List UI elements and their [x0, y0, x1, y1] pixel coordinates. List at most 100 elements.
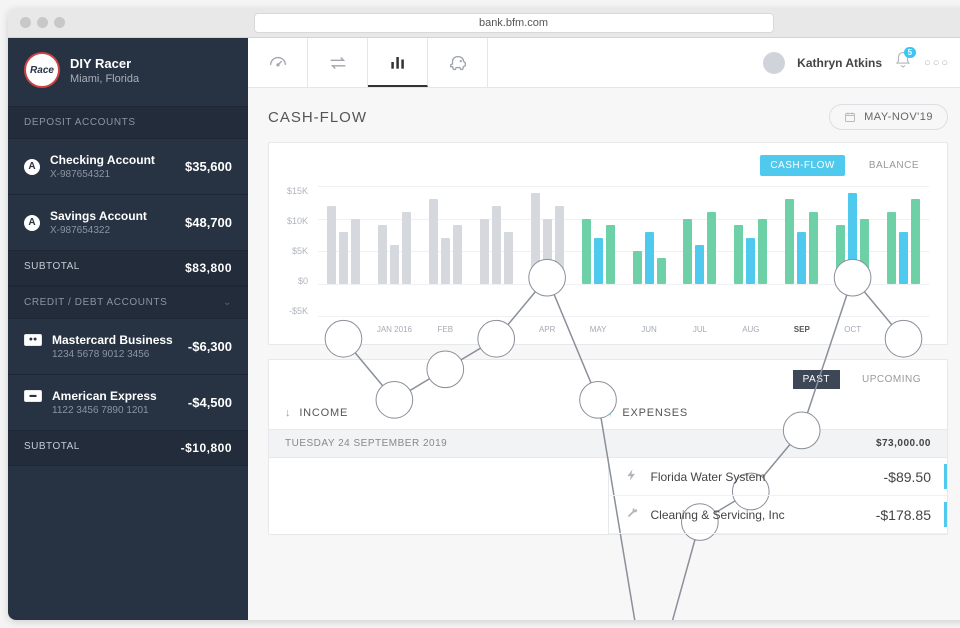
tab-dashboard[interactable] — [248, 38, 308, 87]
account-savings[interactable]: A Savings Account X-987654322 $48,700 — [8, 195, 248, 251]
chart-bar — [531, 193, 540, 284]
tab-transfer[interactable] — [308, 38, 368, 87]
chart-bar — [492, 206, 501, 284]
date-range-picker[interactable]: MAY-NOV'19 — [829, 104, 948, 130]
chart-bar — [606, 225, 615, 284]
chart-bar — [480, 219, 489, 284]
chart-bar — [683, 219, 692, 284]
window-min-dot[interactable] — [37, 17, 48, 28]
account-name: American Express — [52, 389, 157, 403]
avatar[interactable] — [763, 52, 785, 74]
sidebar: Race DIY Racer Miami, Florida DEPOSIT AC… — [8, 38, 248, 620]
section-header-deposit: DEPOSIT ACCOUNTS — [8, 106, 248, 139]
chart-column: NOV — [878, 186, 929, 336]
chart-bar — [504, 232, 513, 284]
account-name: Mastercard Business — [52, 333, 173, 347]
chart-tab-balance[interactable]: BALANCE — [859, 155, 929, 176]
chart-bar — [848, 193, 857, 284]
expenses-list: Florida Water System -$89.50 Cleaning & Se… — [608, 458, 948, 534]
chart-bar — [657, 258, 666, 284]
row-accent — [944, 464, 947, 489]
chart-bar — [887, 212, 896, 284]
expense-amount: -$178.85 — [876, 507, 931, 523]
chart-column: OCT — [827, 186, 878, 336]
chart-bar — [441, 238, 450, 284]
expense-name: Florida Water System — [651, 470, 766, 484]
chart-bar — [734, 225, 743, 284]
y-tick: $10K — [287, 216, 308, 226]
expenses-column-header: ↑ EXPENSES — [608, 407, 931, 419]
window-max-dot[interactable] — [54, 17, 65, 28]
chart-bar — [645, 232, 654, 284]
chart-bar — [543, 219, 552, 284]
chart-bar — [390, 245, 399, 284]
y-tick: $0 — [287, 276, 308, 286]
x-label: AUG — [725, 325, 776, 334]
account-mastercard[interactable]: ●● Mastercard Business 1234 5678 9012 34… — [8, 319, 248, 375]
wrench-icon — [625, 506, 641, 523]
more-menu-button[interactable]: ○○○ — [924, 57, 950, 69]
chart-bar — [785, 199, 794, 284]
x-label: JUL — [674, 325, 725, 334]
chart-bar — [695, 245, 704, 284]
account-balance: -$6,300 — [188, 339, 232, 354]
transfer-icon — [327, 52, 349, 74]
account-amex[interactable]: ▬ American Express 1122 3456 7890 1201 -… — [8, 375, 248, 431]
account-number: X-987654322 — [50, 225, 147, 236]
brand-name: DIY Racer — [70, 56, 139, 71]
cashflow-chart-card: CASH-FLOW BALANCE $15K$10K$5K$0-$5K DECJ… — [268, 142, 948, 345]
chart-bar — [758, 219, 767, 284]
x-label: DEC — [318, 325, 369, 334]
chart-column: DEC — [318, 186, 369, 336]
card-icon: ●● — [24, 334, 42, 346]
main-panel: Kathryn Atkins 5 ○○○ CASH-FLOW MAY-NOV'1… — [248, 38, 960, 620]
chart-column: JUL — [674, 186, 725, 336]
account-balance: $35,600 — [185, 159, 232, 174]
chart-bar — [555, 206, 564, 284]
topbar: Kathryn Atkins 5 ○○○ — [248, 38, 960, 88]
chart-tab-cashflow[interactable]: CASH-FLOW — [760, 155, 845, 176]
section-header-credit[interactable]: CREDIT / DEBT ACCOUNTS ⌄ — [8, 286, 248, 319]
chart-bar — [351, 219, 360, 284]
arrow-down-icon: ↓ — [285, 407, 291, 419]
x-label: MAR — [471, 325, 522, 334]
user-name[interactable]: Kathryn Atkins — [797, 56, 882, 70]
expense-name: Cleaning & Servicing, Inc — [651, 508, 785, 522]
income-list — [269, 458, 608, 534]
transactions-tab-upcoming[interactable]: UPCOMING — [852, 370, 931, 389]
account-checking[interactable]: A Checking Account X-987654321 $35,600 — [8, 139, 248, 195]
window-close-dot[interactable] — [20, 17, 31, 28]
subtotal-value: $83,800 — [185, 261, 232, 275]
account-number: 1234 5678 9012 3456 — [52, 349, 173, 360]
card-icon: ▬ — [24, 390, 42, 402]
expense-amount: -$89.50 — [884, 469, 931, 485]
chart-bar — [836, 225, 845, 284]
x-label: FEB — [420, 325, 471, 334]
chart-bar — [809, 212, 818, 284]
subtotal-label: SUBTOTAL — [24, 441, 80, 455]
expense-row[interactable]: Cleaning & Servicing, Inc -$178.85 — [609, 496, 948, 534]
transactions-tab-past[interactable]: PAST — [793, 370, 840, 389]
arrow-up-icon: ↑ — [608, 407, 614, 419]
chart-bar — [860, 219, 869, 284]
account-icon: A — [24, 215, 40, 231]
chart-bar — [594, 238, 603, 284]
account-number: 1122 3456 7890 1201 — [52, 405, 157, 416]
piggy-icon — [447, 52, 469, 74]
subtotal-label: SUBTOTAL — [24, 261, 80, 275]
tab-savings[interactable] — [428, 38, 488, 87]
expenses-label: EXPENSES — [622, 407, 688, 419]
url-bar[interactable]: bank.bfm.com — [254, 13, 774, 33]
subtotal-value: -$10,800 — [181, 441, 232, 455]
expense-row[interactable]: Florida Water System -$89.50 — [609, 458, 948, 496]
income-column-header: ↓ INCOME — [285, 407, 608, 419]
brand-location: Miami, Florida — [70, 73, 139, 85]
bar-chart-icon — [388, 52, 408, 72]
credit-header-label: CREDIT / DEBT ACCOUNTS — [24, 297, 167, 308]
tab-analytics[interactable] — [368, 38, 428, 87]
brand-block[interactable]: Race DIY Racer Miami, Florida — [8, 38, 248, 106]
date-range-label: MAY-NOV'19 — [864, 111, 933, 123]
notifications-button[interactable]: 5 — [894, 51, 912, 74]
transactions-card: PAST UPCOMING ↓ INCOME ↑ EXPENSES — [268, 359, 948, 535]
chart-bar — [339, 232, 348, 284]
